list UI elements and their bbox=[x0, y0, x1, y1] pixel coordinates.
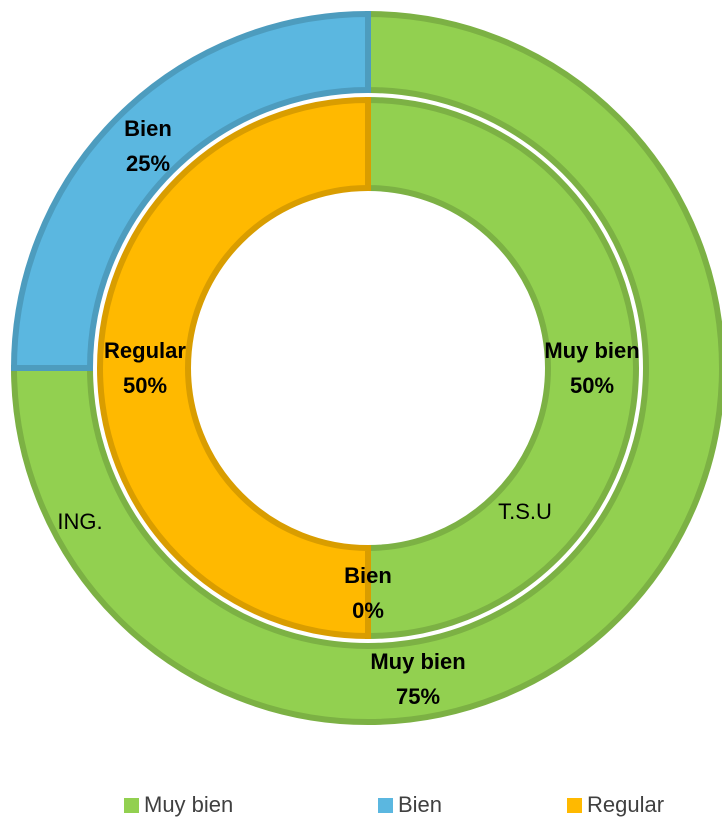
slice-category-label: Muy bien bbox=[544, 338, 639, 363]
legend-swatch bbox=[124, 798, 139, 813]
slice-value-label: 50% bbox=[123, 373, 167, 398]
slice-category-label: Bien bbox=[124, 116, 172, 141]
legend-label: Bien bbox=[398, 792, 442, 817]
slice-category-label: Muy bien bbox=[370, 649, 465, 674]
legend-label: Muy bien bbox=[144, 792, 233, 817]
slice-value-label: 50% bbox=[570, 373, 614, 398]
slice-category-label: Bien bbox=[344, 563, 392, 588]
ring-name: ING. bbox=[57, 509, 102, 534]
slice-value-label: 25% bbox=[126, 151, 170, 176]
donut-slice bbox=[365, 96, 639, 640]
ring-name: T.S.U bbox=[498, 499, 552, 524]
slice-value-label: 0% bbox=[352, 598, 384, 623]
legend-label: Regular bbox=[587, 792, 664, 817]
donut-slice bbox=[97, 96, 371, 640]
slice-value-label: 75% bbox=[396, 684, 440, 709]
legend-swatch bbox=[378, 798, 393, 813]
donut-slice bbox=[10, 10, 722, 725]
legend-swatch bbox=[567, 798, 582, 813]
donut-slice bbox=[10, 10, 371, 371]
slice-category-label: Regular bbox=[104, 338, 186, 363]
